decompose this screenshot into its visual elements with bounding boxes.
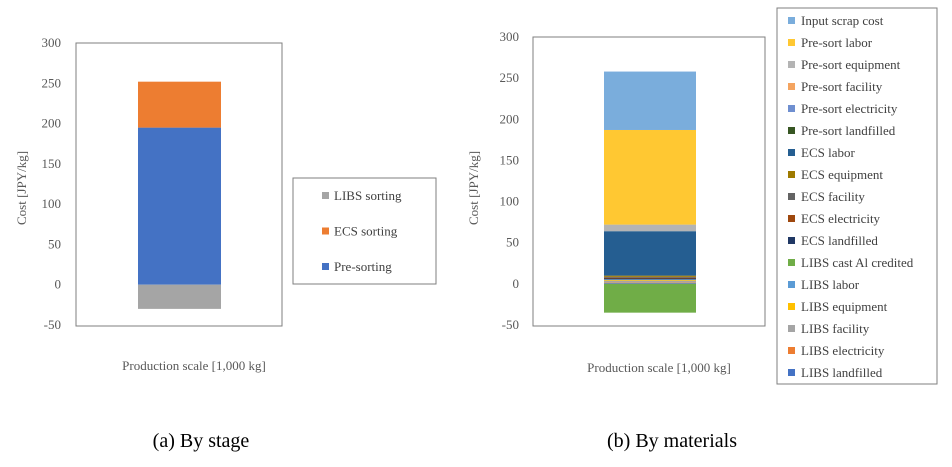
x-axis-title-b: Production scale [1,000 kg] xyxy=(587,360,731,375)
bar-segment-libs-facility xyxy=(604,280,696,283)
legend-label: Pre-sort facility xyxy=(801,79,883,94)
bar-segment-libs-landfilled xyxy=(604,283,696,284)
legend-items-b: Input scrap cost Pre-sort labor Pre-sort e… xyxy=(788,13,914,380)
legend-swatch xyxy=(788,17,795,24)
bar-segment-libs-labor xyxy=(604,279,696,281)
legend-swatch xyxy=(788,171,795,178)
bar-segment-ecs-labor xyxy=(604,231,696,276)
bar-segment-libs-cast-al-credited xyxy=(604,283,696,313)
bar-segment-libs-equipment xyxy=(604,280,696,281)
bars-b xyxy=(604,71,696,313)
legend-label: Pre-sort landfilled xyxy=(801,123,896,138)
legend-swatch xyxy=(788,215,795,222)
bar-segment-ecs-facility xyxy=(604,276,696,278)
legend-swatch xyxy=(322,227,329,235)
legend-swatch xyxy=(788,325,795,332)
bar-segment-ecs-equipment xyxy=(604,275,696,277)
legend-label: ECS facility xyxy=(801,189,865,204)
legend-label: LIBS equipment xyxy=(801,299,888,314)
legend-label: ECS landfilled xyxy=(801,233,878,248)
y-axis-title-b: Cost [JPY/kg] xyxy=(466,151,481,225)
bars-a xyxy=(138,81,221,309)
y-tick-label-a: 0 xyxy=(55,277,62,292)
legend-swatch xyxy=(788,281,795,288)
bar-segment-pre-sort-labor xyxy=(604,129,696,225)
legend-swatch xyxy=(788,303,795,310)
y-axis-ticks-a: 300 250 200 150 100 50 0 -50 xyxy=(42,35,62,332)
y-tick-label-b: 100 xyxy=(500,194,520,209)
legend-swatch xyxy=(788,105,795,112)
legend-a xyxy=(292,177,437,285)
legend-label: LIBS landfilled xyxy=(801,365,883,380)
legend-label: ECS electricity xyxy=(801,211,881,226)
legend-swatch xyxy=(788,39,795,46)
bar-segment-ecs-sorting xyxy=(138,81,221,128)
legend-label: LIBS cast Al credited xyxy=(801,255,914,270)
y-tick-label-b: 0 xyxy=(513,276,520,291)
chart-by-stage: 300 250 200 150 100 50 0 -50 Cost [JPY/kg] Prod… xyxy=(14,35,437,452)
legend-label: LIBS facility xyxy=(801,321,870,336)
legend-label: LIBS sorting xyxy=(334,188,402,203)
legend-swatch xyxy=(322,263,329,270)
legend-label: Input scrap cost xyxy=(801,13,884,28)
y-tick-label-a: 100 xyxy=(42,196,62,211)
x-axis-title-a: Production scale [1,000 kg] xyxy=(122,358,266,373)
legend-swatch xyxy=(788,347,795,354)
bar-segment-pre-sorting xyxy=(138,127,221,285)
legend-b xyxy=(776,7,938,385)
bar-segment-ecs-electricity xyxy=(604,277,696,279)
y-tick-label-a: 50 xyxy=(48,236,61,251)
legend-swatch xyxy=(788,61,795,68)
bar-segment-ecs-landfilled xyxy=(604,278,696,280)
y-tick-label-a: 300 xyxy=(42,35,62,50)
y-tick-label-b: 150 xyxy=(500,152,520,167)
bar-segment-input-scrap-cost xyxy=(604,71,696,130)
y-tick-label-a: 250 xyxy=(42,75,62,90)
y-tick-label-b: 300 xyxy=(500,29,520,44)
legend-label: ECS labor xyxy=(801,145,855,160)
y-tick-label-b: 250 xyxy=(500,70,520,85)
legend-label: ECS sorting xyxy=(334,224,398,239)
legend-label: Pre-sort labor xyxy=(801,35,873,50)
y-tick-label-b: 50 xyxy=(506,235,519,250)
legend-label: Pre-sorting xyxy=(334,259,392,274)
legend-label: ECS equipment xyxy=(801,167,883,182)
legend-swatch xyxy=(788,259,795,266)
bar-segment-libs-electricity xyxy=(604,282,696,284)
caption-a: (a) By stage xyxy=(153,430,250,452)
legend-items-a: LIBS sorting ECS sorting Pre-sorting xyxy=(322,188,402,274)
legend-swatch xyxy=(788,83,795,90)
bar-segment-pre-sort-equipment xyxy=(604,224,696,232)
y-tick-label-a: 200 xyxy=(42,116,62,131)
y-axis-ticks-b: 300 250 200 150 100 50 0 -50 xyxy=(500,29,520,332)
y-tick-label-b: 200 xyxy=(500,111,520,126)
y-tick-label-b: -50 xyxy=(502,317,519,332)
chart-by-materials: 300 250 200 150 100 50 0 -50 Cost [JPY/kg] Prod… xyxy=(466,7,938,452)
legend-swatch xyxy=(788,127,795,134)
y-tick-label-a: 150 xyxy=(42,156,62,171)
legend-swatch xyxy=(788,369,795,376)
y-axis-title-a: Cost [JPY/kg] xyxy=(14,151,29,225)
legend-label: LIBS labor xyxy=(801,277,860,292)
legend-swatch xyxy=(788,193,795,200)
legend-label: Pre-sort electricity xyxy=(801,101,898,116)
bar-segment-libs-sorting xyxy=(138,284,221,309)
y-tick-label-a: -50 xyxy=(44,317,61,332)
legend-swatch xyxy=(788,237,795,244)
legend-swatch xyxy=(788,149,795,156)
legend-label: LIBS electricity xyxy=(801,343,885,358)
legend-swatch xyxy=(322,192,329,199)
legend-label: Pre-sort equipment xyxy=(801,57,901,72)
caption-b: (b) By materials xyxy=(607,430,737,452)
